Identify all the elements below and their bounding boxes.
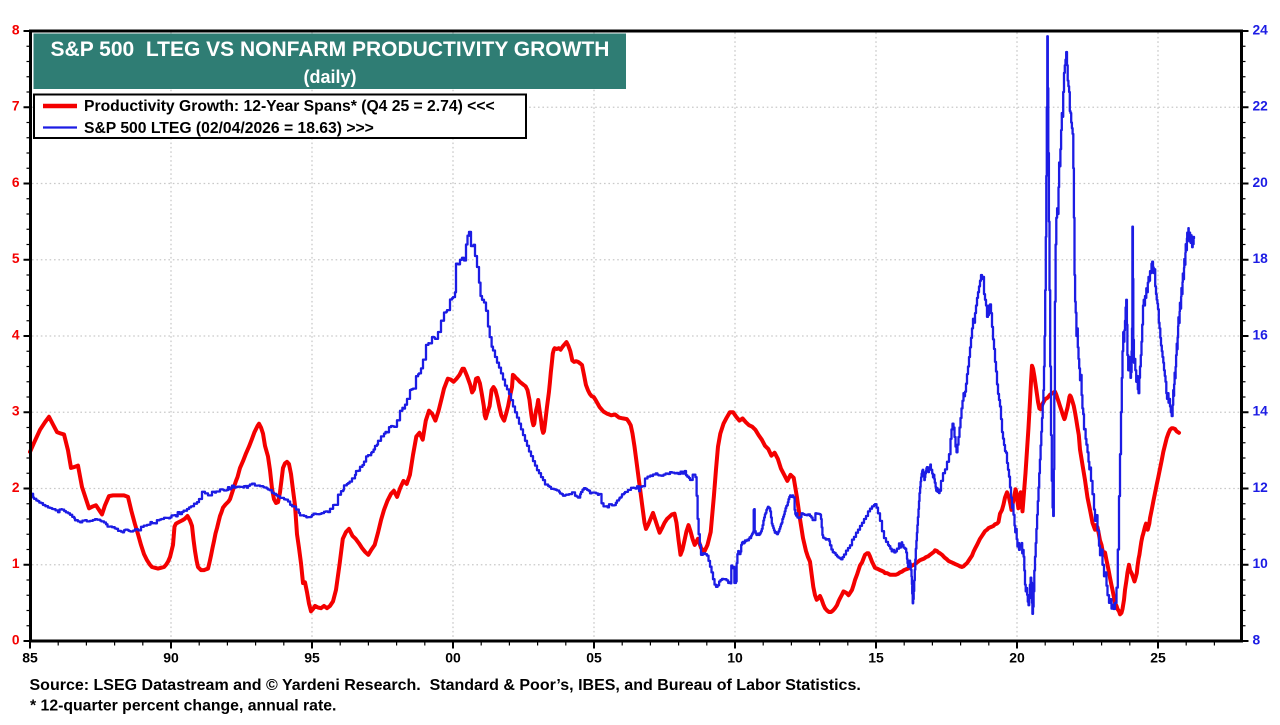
- svg-text:Productivity Growth: 12-Year S: Productivity Growth: 12-Year Spans* (Q4 …: [84, 98, 495, 115]
- svg-text:16: 16: [1253, 327, 1269, 342]
- svg-text:20: 20: [1009, 650, 1025, 666]
- svg-text:14: 14: [1253, 404, 1269, 419]
- svg-text:18: 18: [1253, 251, 1269, 266]
- svg-text:8: 8: [1253, 632, 1261, 647]
- svg-text:Source: LSEG Datastream and ©: Source: LSEG Datastream and © Yardeni Re…: [30, 677, 861, 694]
- svg-text:0: 0: [12, 632, 20, 647]
- svg-text:25: 25: [1150, 650, 1166, 666]
- svg-text:8: 8: [12, 22, 20, 37]
- svg-text:00: 00: [445, 650, 461, 666]
- svg-text:7: 7: [12, 99, 20, 114]
- svg-text:4: 4: [12, 327, 20, 342]
- svg-text:2: 2: [12, 480, 20, 495]
- svg-text:20: 20: [1253, 175, 1269, 190]
- svg-text:10: 10: [727, 650, 743, 666]
- svg-text:15: 15: [868, 650, 884, 666]
- svg-text:05: 05: [586, 650, 602, 666]
- svg-text:S&P 500 LTEG VS NONFARM PRODU: S&P 500 LTEG VS NONFARM PRODUCTIVITY GRO…: [51, 38, 610, 61]
- svg-text:6: 6: [12, 175, 20, 190]
- svg-text:(daily): (daily): [303, 67, 356, 87]
- svg-text:1: 1: [12, 556, 20, 571]
- svg-text:95: 95: [304, 650, 320, 666]
- svg-text:85: 85: [22, 650, 38, 666]
- svg-text:5: 5: [12, 251, 20, 266]
- svg-text:24: 24: [1253, 22, 1269, 37]
- svg-text:* 12-quarter percent change, a: * 12-quarter percent change, annual rate…: [30, 698, 336, 715]
- svg-text:12: 12: [1253, 480, 1269, 495]
- svg-text:22: 22: [1253, 99, 1269, 114]
- svg-text:S&P 500 LTEG (02/04/2026 = 18.: S&P 500 LTEG (02/04/2026 = 18.63) >>>: [84, 120, 374, 137]
- svg-text:3: 3: [12, 404, 20, 419]
- svg-text:90: 90: [163, 650, 179, 666]
- svg-text:10: 10: [1253, 556, 1269, 571]
